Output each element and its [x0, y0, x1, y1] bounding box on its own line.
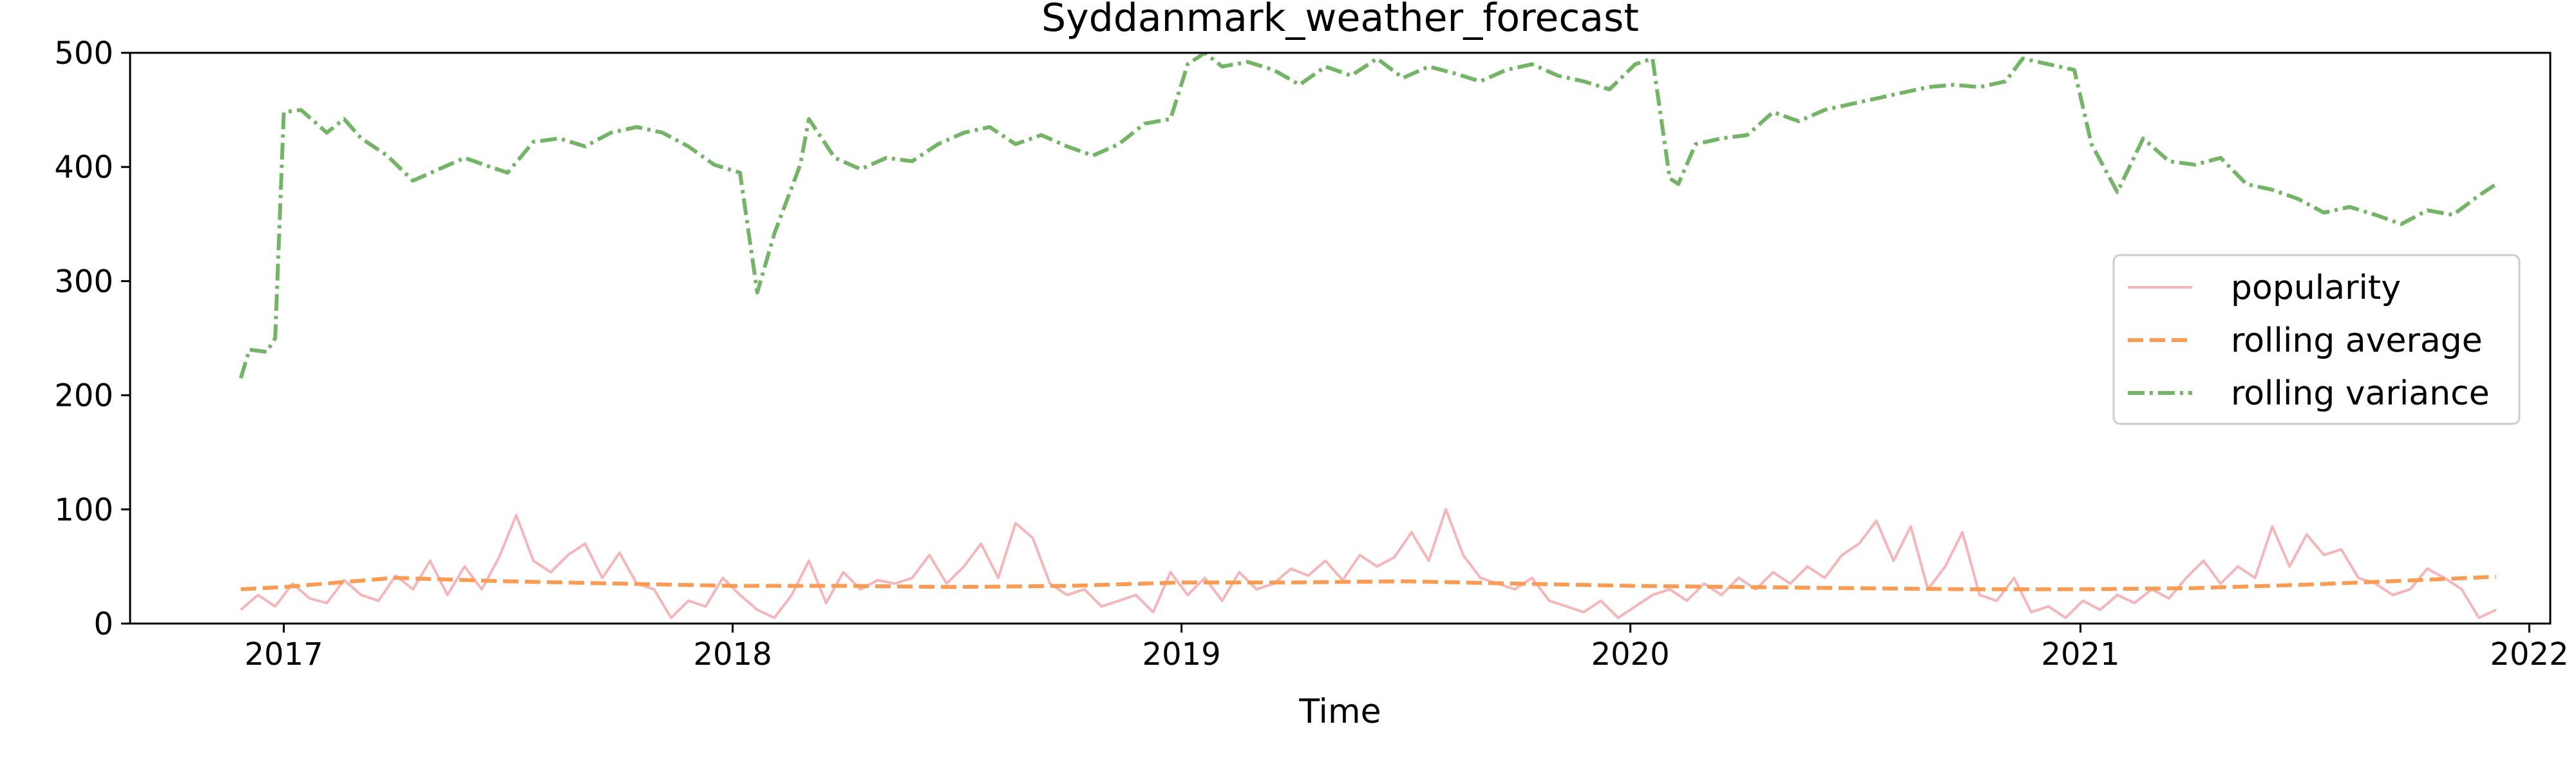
legend-label: rolling average: [2231, 321, 2483, 360]
x-axis-title: Time: [1298, 692, 1381, 731]
legend-label: popularity: [2231, 269, 2401, 307]
series-line-popularity: [240, 508, 2497, 620]
x-tick-label: 2019: [1142, 636, 1221, 673]
x-tick-label: 2018: [694, 636, 772, 673]
y-tick-label: 400: [54, 149, 113, 186]
y-tick-label: 200: [54, 378, 113, 414]
legend-label: rolling variance: [2231, 374, 2490, 413]
plot-area: [129, 52, 2552, 625]
y-tick-label: 0: [93, 606, 113, 642]
plot-frame: [129, 52, 2552, 625]
y-tick-label: 100: [54, 492, 113, 528]
legend-box: [2112, 254, 2521, 425]
y-tick-label: 500: [54, 35, 113, 72]
x-tick-label: 2022: [2490, 636, 2568, 673]
y-axis: 0 100 200 300 400 500: [54, 35, 130, 642]
x-tick-label: 2017: [245, 636, 323, 673]
chart-title: Syddanmark_weather_forecast: [1041, 0, 1639, 41]
x-tick-label: 2020: [1591, 636, 1670, 673]
x-axis: 2017 2018 2019 2020 2021 2022: [245, 624, 2569, 673]
series-line-rolling-average: [240, 575, 2497, 591]
series-line-rolling-variance: [239, 53, 2497, 379]
legend: popularity rolling average rolling varianc…: [2112, 254, 2521, 425]
x-tick-label: 2021: [2041, 636, 2119, 673]
y-tick-label: 300: [54, 263, 113, 300]
